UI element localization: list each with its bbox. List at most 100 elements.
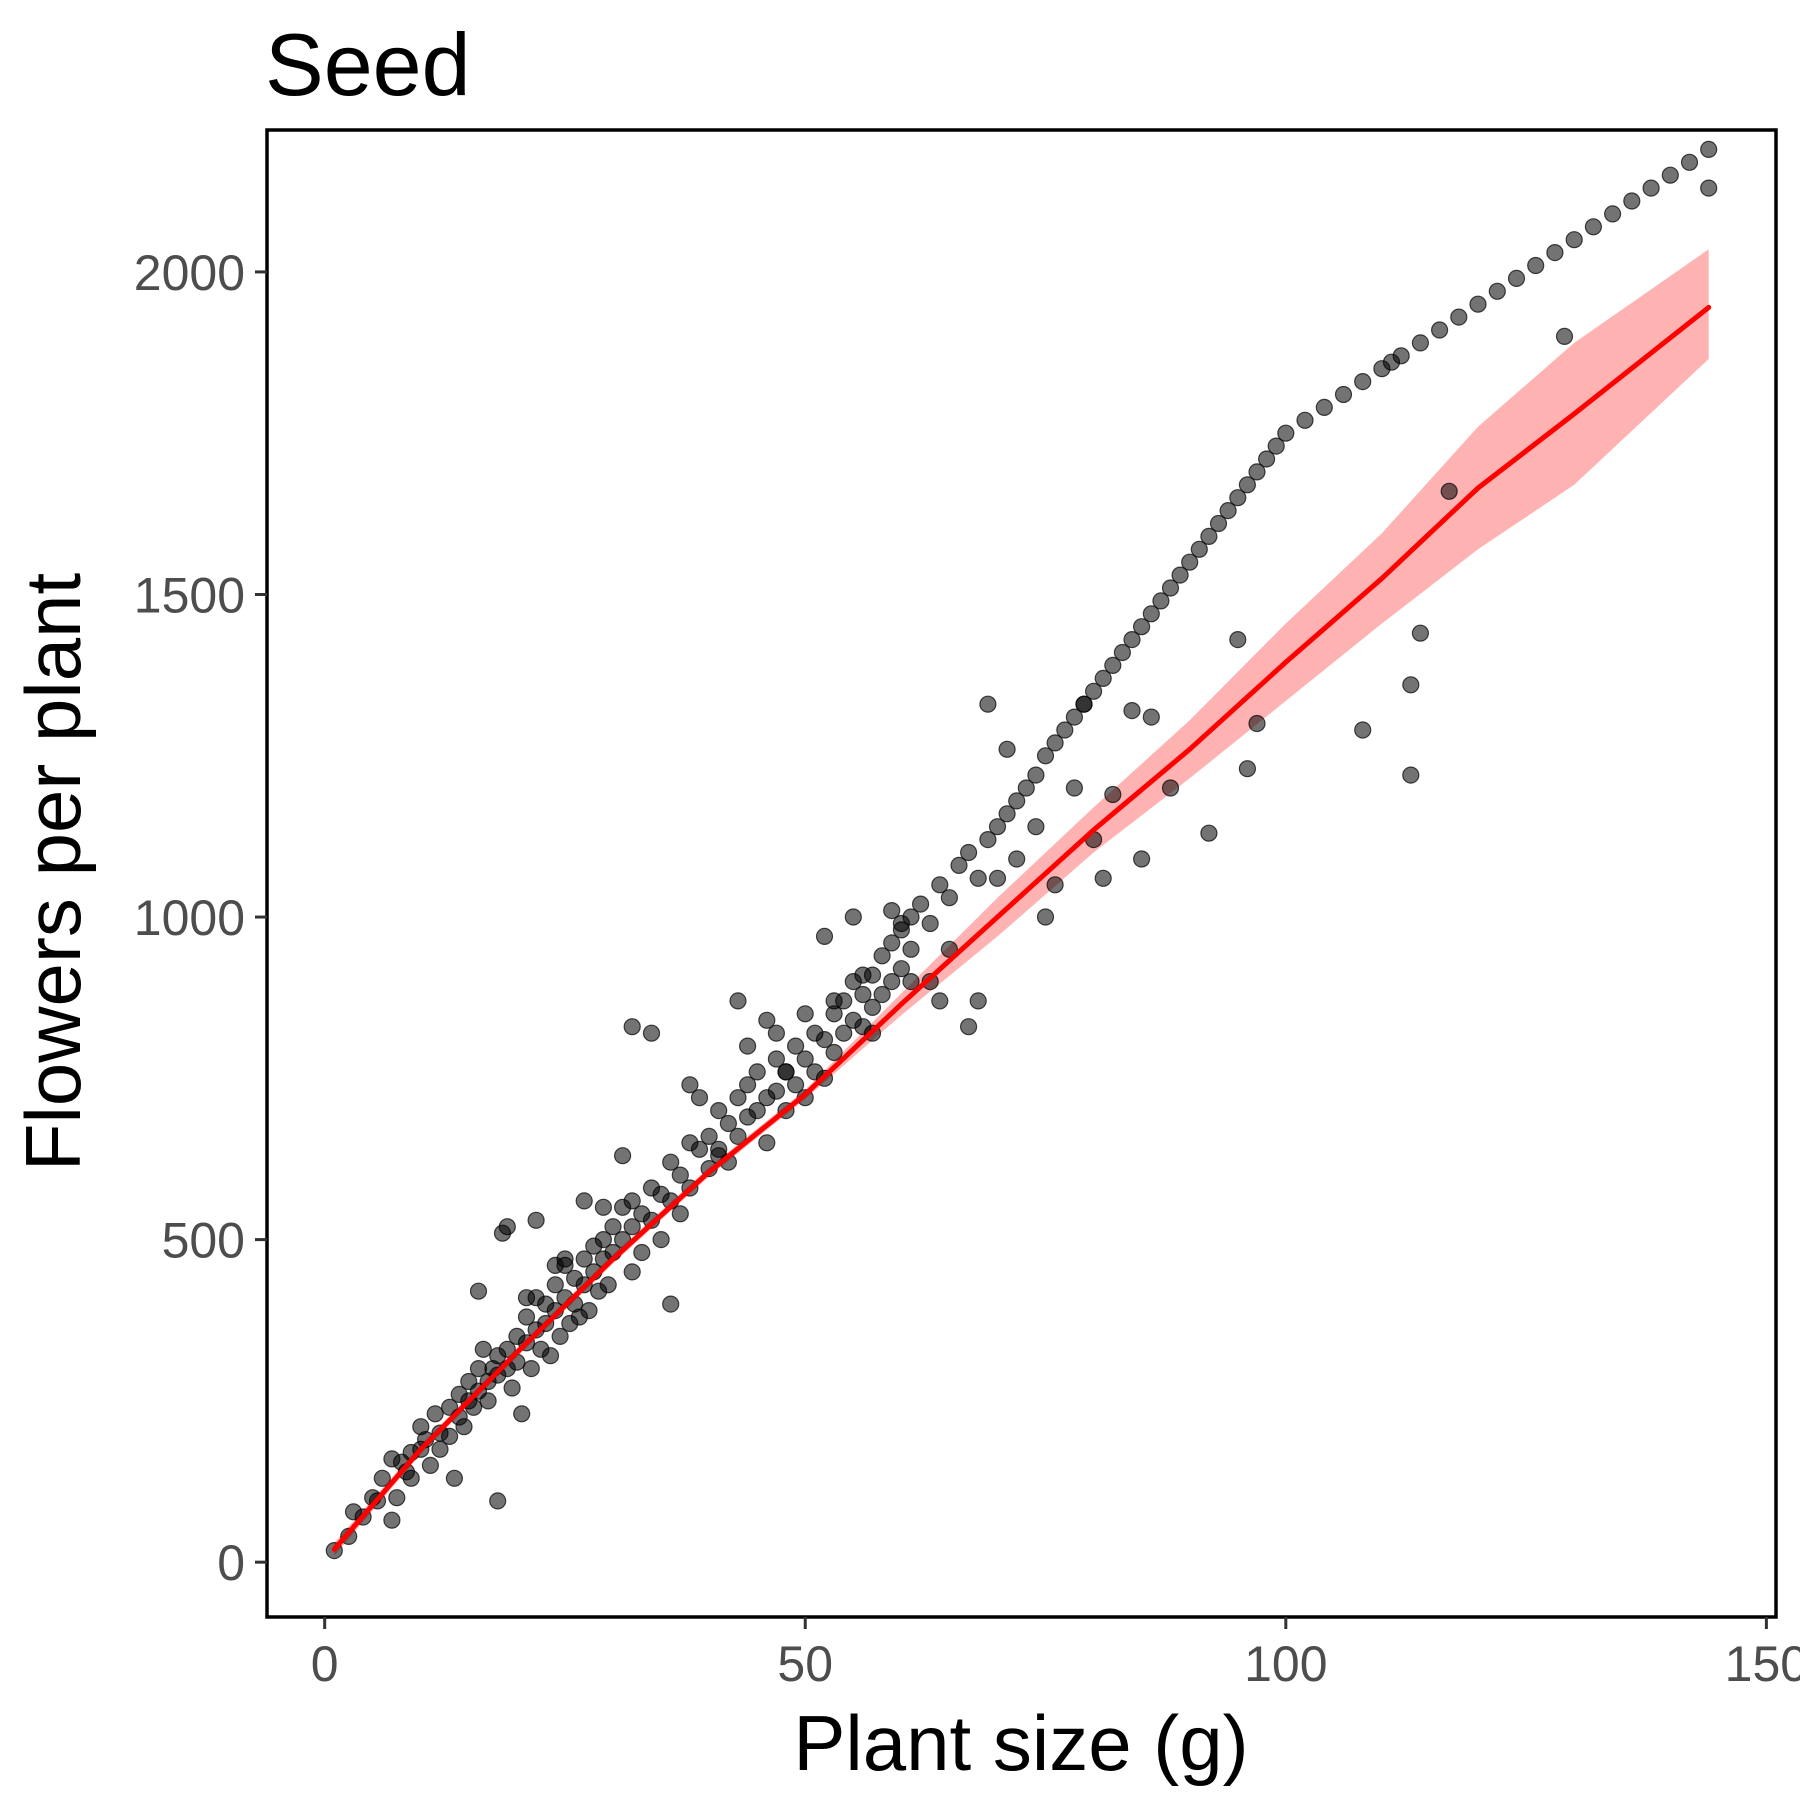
y-tick-label: 0 xyxy=(217,1535,245,1591)
data-point xyxy=(1200,527,1218,546)
data-point xyxy=(931,992,949,1010)
data-point xyxy=(503,1379,521,1397)
x-axis-title: Plant size (g) xyxy=(793,1699,1248,1787)
data-point xyxy=(498,1218,516,1236)
data-point xyxy=(710,1101,728,1120)
data-point xyxy=(1527,256,1545,275)
data-point xyxy=(671,1166,689,1184)
data-point xyxy=(1334,385,1353,404)
data-point xyxy=(902,940,920,958)
data-point xyxy=(1008,792,1026,810)
data-point xyxy=(479,1392,497,1410)
data-point xyxy=(1152,592,1170,610)
data-point xyxy=(873,947,891,965)
data-point xyxy=(633,1243,651,1262)
data-point xyxy=(1680,153,1699,171)
data-point xyxy=(1190,540,1208,558)
data-point xyxy=(1248,714,1266,733)
data-point xyxy=(1161,779,1180,797)
data-point xyxy=(1238,760,1257,778)
data-point xyxy=(575,1250,593,1268)
x-tick-label: 0 xyxy=(311,1636,339,1692)
data-point xyxy=(623,1192,641,1210)
data-point xyxy=(551,1327,569,1346)
data-point xyxy=(979,695,997,713)
data-point xyxy=(931,876,949,894)
data-point xyxy=(1209,514,1228,533)
data-point xyxy=(1008,850,1026,868)
data-point xyxy=(1046,734,1064,752)
data-point xyxy=(1056,721,1074,739)
data-point xyxy=(777,1063,795,1081)
data-point xyxy=(383,1511,401,1529)
data-point xyxy=(835,1024,853,1042)
points-layer xyxy=(325,140,1718,1560)
data-point xyxy=(854,985,872,1004)
data-point xyxy=(1450,308,1468,326)
data-point xyxy=(1075,695,1093,713)
data-point xyxy=(902,972,920,991)
data-point xyxy=(1555,327,1574,345)
data-point xyxy=(1142,605,1160,623)
panel-border xyxy=(265,128,1778,1619)
data-point xyxy=(1046,876,1064,894)
data-point xyxy=(575,1192,593,1210)
data-point xyxy=(1296,411,1314,429)
data-point xyxy=(441,1427,459,1446)
data-point xyxy=(474,1340,492,1358)
data-point xyxy=(1084,682,1103,700)
x-tick-label: 100 xyxy=(1244,1636,1327,1692)
data-point xyxy=(1200,824,1218,842)
data-point xyxy=(1507,269,1526,287)
data-point xyxy=(1219,502,1237,520)
data-point xyxy=(1181,553,1199,571)
data-point xyxy=(681,1076,699,1094)
data-point xyxy=(959,843,978,862)
data-point xyxy=(767,1082,786,1100)
data-point xyxy=(748,1101,766,1120)
data-point xyxy=(1161,579,1180,597)
data-point xyxy=(1027,818,1045,836)
data-point xyxy=(623,1263,641,1281)
data-point xyxy=(1315,398,1333,416)
data-point xyxy=(969,992,987,1010)
data-point xyxy=(921,914,939,933)
data-point xyxy=(1661,166,1679,184)
data-point xyxy=(455,1418,473,1436)
data-point xyxy=(1469,295,1487,313)
data-point xyxy=(522,1359,540,1378)
data-point xyxy=(729,992,747,1010)
y-tick-label: 1500 xyxy=(134,567,245,623)
data-point xyxy=(815,927,834,946)
data-point xyxy=(786,1037,805,1055)
data-point xyxy=(594,1230,613,1249)
x-tick-label: 50 xyxy=(777,1636,833,1692)
data-point xyxy=(1488,282,1506,300)
data-point xyxy=(1104,785,1122,804)
data-point xyxy=(1700,179,1718,197)
data-point xyxy=(604,1218,622,1236)
data-point xyxy=(1171,566,1189,584)
data-point xyxy=(1411,334,1430,352)
data-point xyxy=(1565,231,1583,249)
y-axis: 0 500 1000 1500 2000 xyxy=(134,245,267,1591)
data-point xyxy=(844,908,862,926)
data-point xyxy=(979,830,997,849)
data-point xyxy=(998,740,1016,758)
data-point xyxy=(412,1418,430,1436)
data-point xyxy=(892,914,911,933)
data-point xyxy=(825,992,843,1010)
data-point xyxy=(1094,669,1112,688)
data-point xyxy=(431,1440,449,1458)
data-point xyxy=(662,1153,680,1171)
data-point xyxy=(671,1205,689,1223)
data-point xyxy=(892,960,911,978)
data-point xyxy=(580,1301,598,1320)
data-point xyxy=(998,805,1016,823)
y-axis-title: Flowers per plant xyxy=(9,573,97,1172)
data-point xyxy=(815,1030,834,1049)
data-point xyxy=(950,856,968,875)
data-point xyxy=(1700,140,1718,158)
data-point xyxy=(1113,643,1132,662)
data-point xyxy=(1036,747,1055,765)
